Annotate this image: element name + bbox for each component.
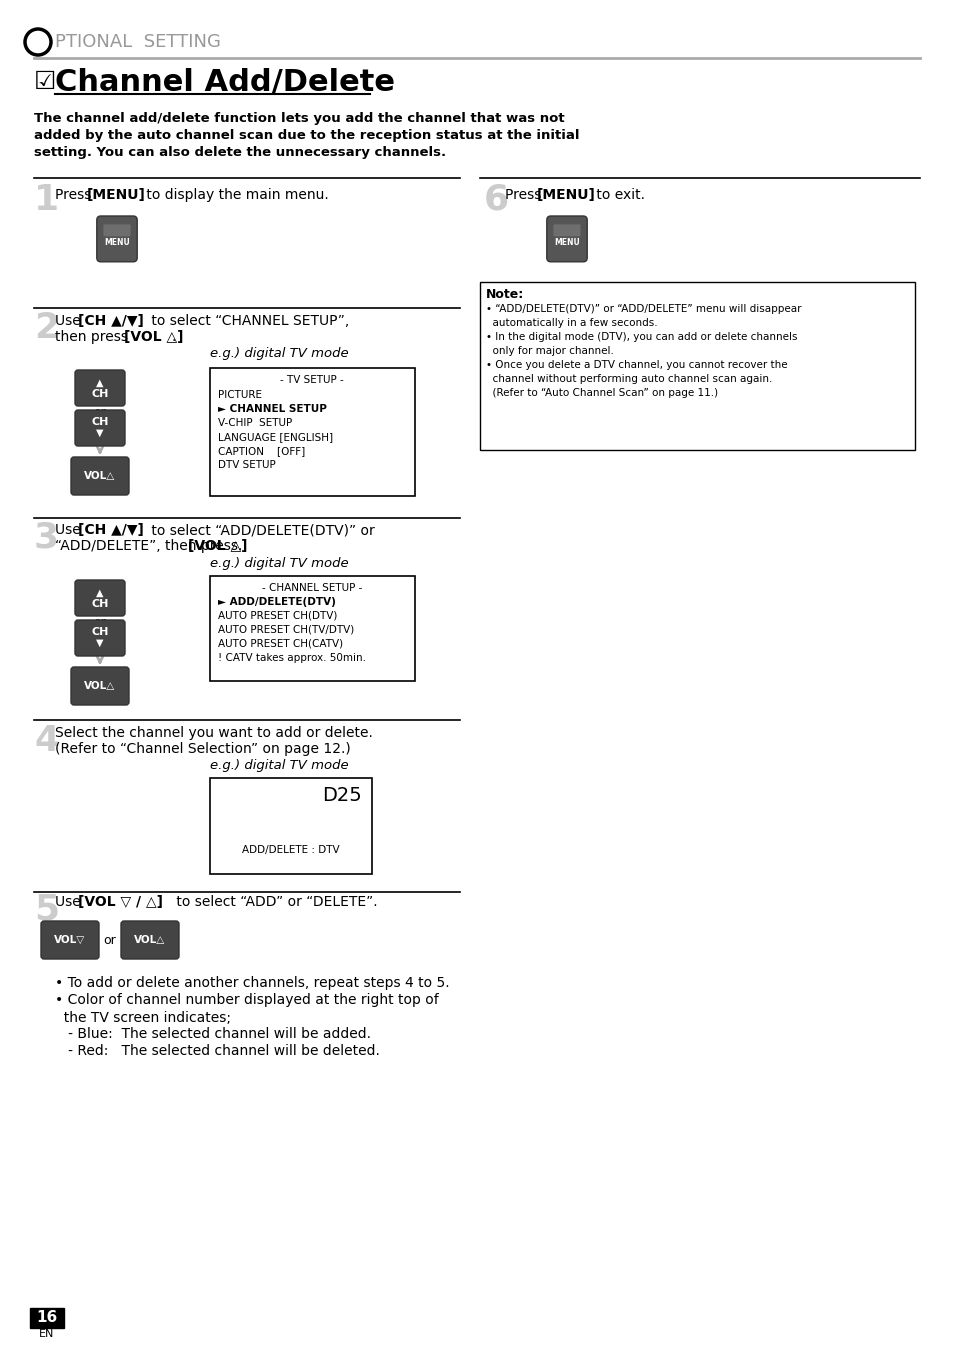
- Text: 16: 16: [36, 1310, 57, 1325]
- Text: MENU: MENU: [554, 239, 579, 247]
- Text: or: or: [93, 407, 107, 419]
- Text: • “ADD/DELETE(DTV)” or “ADD/DELETE” menu will disappear
  automatically in a few: • “ADD/DELETE(DTV)” or “ADD/DELETE” menu…: [485, 305, 801, 398]
- Text: ▼: ▼: [96, 429, 104, 438]
- Text: or: or: [93, 616, 107, 630]
- Text: VOL△: VOL△: [84, 470, 115, 481]
- FancyBboxPatch shape: [71, 457, 129, 495]
- Text: - Red:   The selected channel will be deleted.: - Red: The selected channel will be dele…: [55, 1043, 379, 1058]
- Text: • Color of channel number displayed at the right top of
  the TV screen indicate: • Color of channel number displayed at t…: [55, 993, 438, 1026]
- Text: Use: Use: [55, 523, 85, 537]
- FancyBboxPatch shape: [41, 921, 99, 958]
- Text: ► CHANNEL SETUP: ► CHANNEL SETUP: [218, 404, 327, 414]
- Text: VOL△: VOL△: [134, 936, 166, 945]
- Text: e.g.) digital TV mode: e.g.) digital TV mode: [210, 557, 348, 569]
- Text: CAPTION    [OFF]: CAPTION [OFF]: [218, 446, 305, 456]
- FancyBboxPatch shape: [210, 368, 415, 496]
- Text: ☑: ☑: [34, 70, 56, 94]
- Text: e.g.) digital TV mode: e.g.) digital TV mode: [210, 759, 348, 772]
- Text: ▼: ▼: [96, 638, 104, 648]
- Text: “ADD/DELETE”, then press: “ADD/DELETE”, then press: [55, 539, 242, 553]
- Text: DTV SETUP: DTV SETUP: [218, 460, 275, 470]
- Text: .: .: [172, 330, 176, 344]
- Text: PICTURE: PICTURE: [218, 390, 262, 400]
- Text: AUTO PRESET CH(TV/DTV): AUTO PRESET CH(TV/DTV): [218, 625, 354, 635]
- Text: e.g.) digital TV mode: e.g.) digital TV mode: [210, 348, 348, 360]
- FancyBboxPatch shape: [75, 580, 125, 616]
- Text: ! CATV takes approx. 50min.: ! CATV takes approx. 50min.: [218, 652, 366, 663]
- Text: ▲: ▲: [96, 588, 104, 599]
- Text: [VOL △]: [VOL △]: [124, 330, 183, 344]
- Text: • To add or delete another channels, repeat steps 4 to 5.: • To add or delete another channels, rep…: [55, 976, 449, 989]
- FancyBboxPatch shape: [96, 216, 137, 262]
- Text: to exit.: to exit.: [592, 187, 644, 202]
- Text: MENU: MENU: [104, 239, 130, 247]
- Text: Select the channel you want to add or delete.: Select the channel you want to add or de…: [55, 727, 373, 740]
- Text: - TV SETUP -: - TV SETUP -: [280, 375, 343, 386]
- Text: - CHANNEL SETUP -: - CHANNEL SETUP -: [261, 582, 362, 593]
- FancyBboxPatch shape: [71, 667, 129, 705]
- Text: or: or: [104, 934, 116, 946]
- Text: EN: EN: [39, 1329, 54, 1339]
- Text: The channel add/delete function lets you add the channel that was not
added by t: The channel add/delete function lets you…: [34, 112, 578, 159]
- Text: [VOL ▽ / △]: [VOL ▽ / △]: [78, 895, 163, 909]
- FancyBboxPatch shape: [553, 224, 580, 236]
- Text: Note:: Note:: [485, 288, 524, 301]
- Text: Use: Use: [55, 314, 85, 328]
- FancyBboxPatch shape: [75, 620, 125, 656]
- Text: (Refer to “Channel Selection” on page 12.): (Refer to “Channel Selection” on page 12…: [55, 741, 351, 756]
- FancyBboxPatch shape: [210, 576, 415, 681]
- Text: - Blue:  The selected channel will be added.: - Blue: The selected channel will be add…: [55, 1027, 371, 1041]
- Text: to select “ADD” or “DELETE”.: to select “ADD” or “DELETE”.: [172, 895, 377, 909]
- Text: to select “CHANNEL SETUP”,: to select “CHANNEL SETUP”,: [147, 314, 349, 328]
- Text: PTIONAL  SETTING: PTIONAL SETTING: [55, 32, 221, 51]
- Text: ► ADD/DELETE(DTV): ► ADD/DELETE(DTV): [218, 597, 335, 607]
- Text: [CH ▲/▼]: [CH ▲/▼]: [78, 314, 144, 328]
- Text: 3: 3: [34, 520, 59, 555]
- FancyBboxPatch shape: [75, 410, 125, 446]
- Text: VOL△: VOL△: [84, 681, 115, 692]
- Text: 6: 6: [483, 183, 509, 217]
- Text: Press: Press: [55, 187, 95, 202]
- Text: [VOL △]: [VOL △]: [188, 539, 247, 553]
- Text: Channel Add/Delete: Channel Add/Delete: [55, 67, 395, 97]
- FancyBboxPatch shape: [479, 282, 914, 450]
- Text: AUTO PRESET CH(CATV): AUTO PRESET CH(CATV): [218, 639, 343, 648]
- Text: then press: then press: [55, 330, 132, 344]
- FancyBboxPatch shape: [103, 224, 131, 236]
- Text: 4: 4: [34, 724, 59, 758]
- Text: CH: CH: [91, 627, 109, 638]
- FancyBboxPatch shape: [75, 369, 125, 406]
- Text: Use: Use: [55, 895, 85, 909]
- FancyBboxPatch shape: [210, 778, 372, 874]
- FancyBboxPatch shape: [30, 1308, 64, 1328]
- Text: VOL▽: VOL▽: [54, 936, 86, 945]
- Text: CH: CH: [91, 417, 109, 427]
- Text: [CH ▲/▼]: [CH ▲/▼]: [78, 523, 144, 537]
- FancyBboxPatch shape: [121, 921, 179, 958]
- Text: D25: D25: [322, 786, 361, 805]
- Text: [MENU]: [MENU]: [537, 187, 596, 202]
- Text: 5: 5: [34, 892, 59, 927]
- Text: CH: CH: [91, 599, 109, 609]
- Text: ADD/DELETE : DTV: ADD/DELETE : DTV: [242, 845, 339, 855]
- Text: [MENU]: [MENU]: [87, 187, 146, 202]
- Text: 1: 1: [34, 183, 59, 217]
- FancyBboxPatch shape: [546, 216, 587, 262]
- Text: to display the main menu.: to display the main menu.: [142, 187, 329, 202]
- Text: to select “ADD/DELETE(DTV)” or: to select “ADD/DELETE(DTV)” or: [147, 523, 375, 537]
- Text: ▲: ▲: [96, 377, 104, 388]
- Text: Press: Press: [504, 187, 545, 202]
- Text: 2: 2: [34, 311, 59, 345]
- Text: LANGUAGE [ENGLISH]: LANGUAGE [ENGLISH]: [218, 431, 333, 442]
- Text: AUTO PRESET CH(DTV): AUTO PRESET CH(DTV): [218, 611, 337, 621]
- Text: CH: CH: [91, 390, 109, 399]
- Text: .: .: [237, 539, 242, 553]
- Text: V-CHIP  SETUP: V-CHIP SETUP: [218, 418, 292, 429]
